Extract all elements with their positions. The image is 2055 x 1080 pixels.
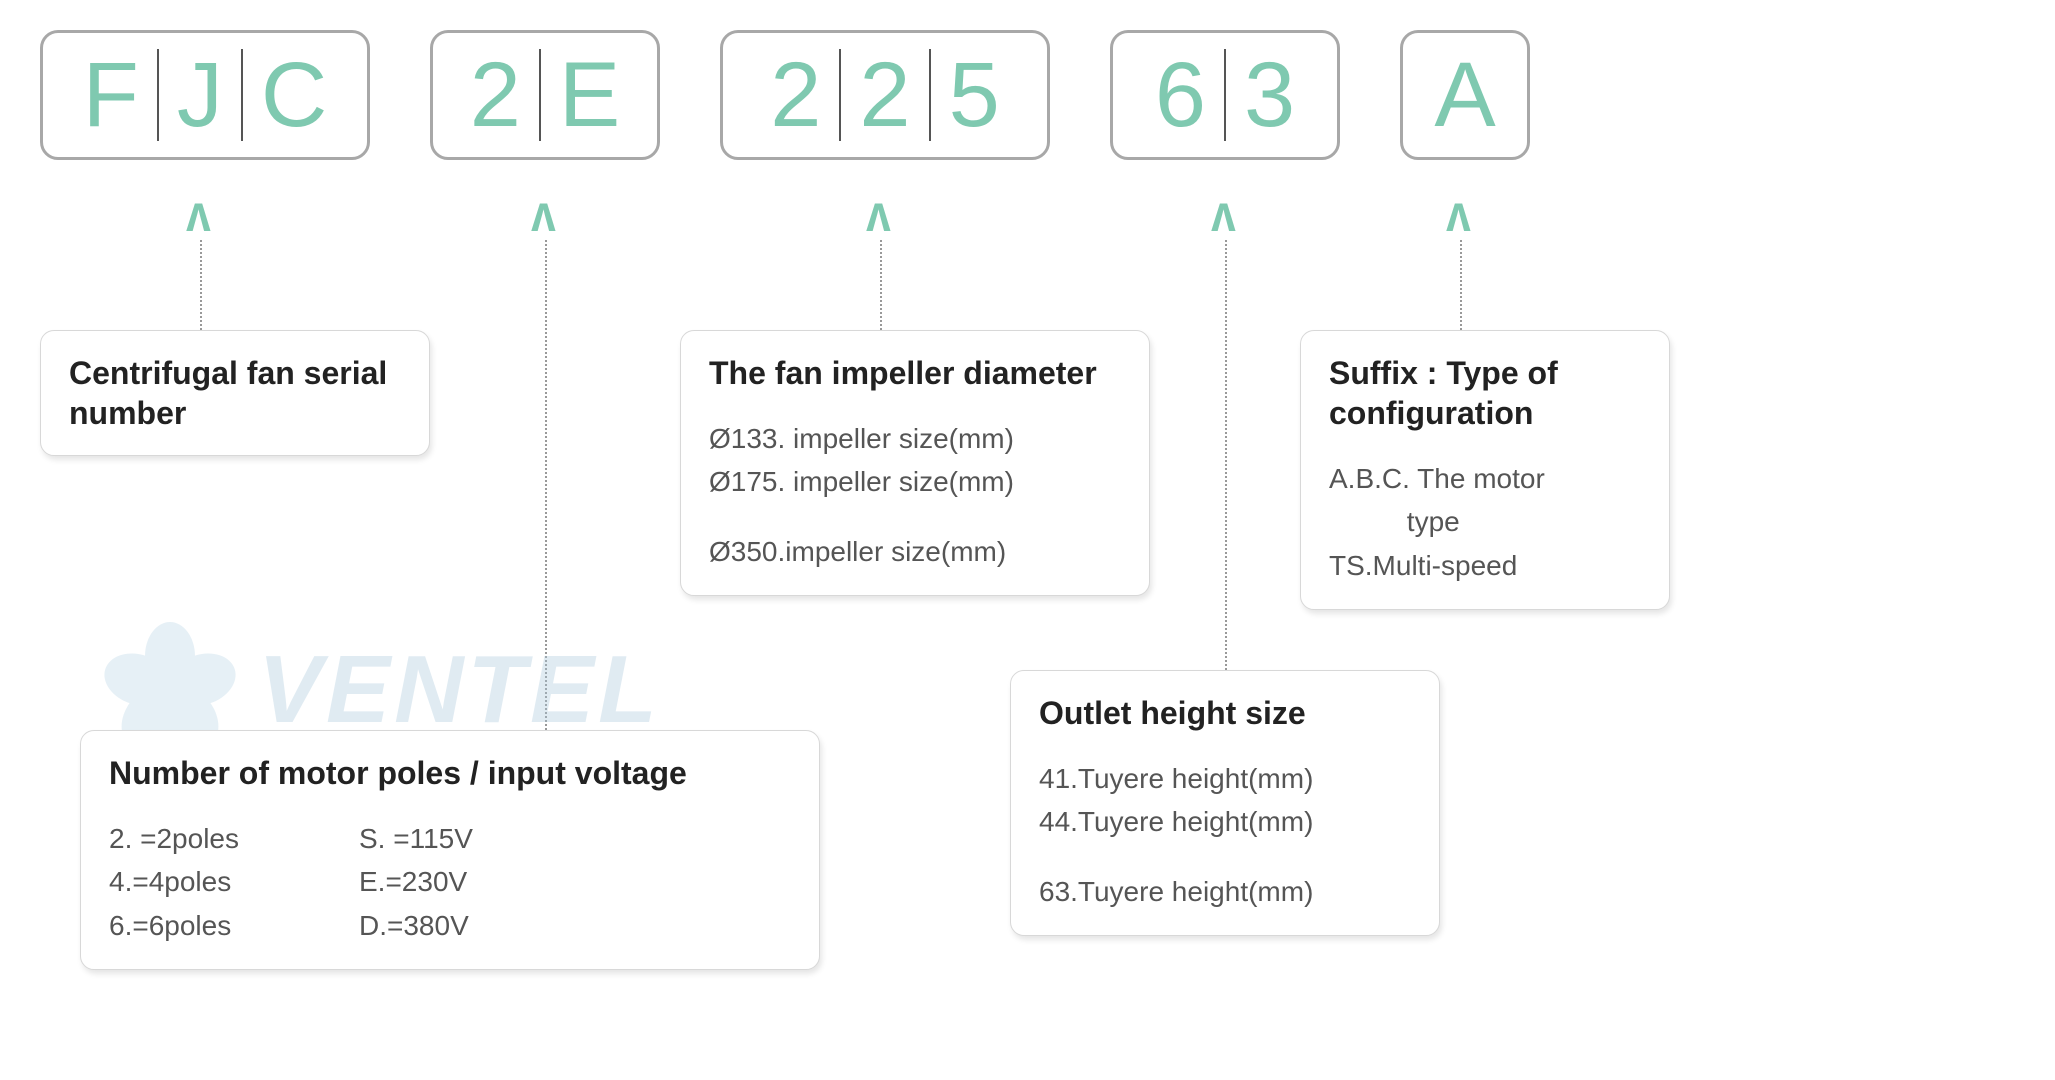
info-title: Number of motor poles / input voltage [109, 753, 791, 793]
info-line: TS.Multi-speed [1329, 544, 1641, 587]
code-char: 2 [452, 49, 539, 141]
info-line: 4.=4poles [109, 860, 239, 903]
info-line: 6.=6poles [109, 904, 239, 947]
info-box-suffix: Suffix : Type of configuration A.B.C. Th… [1300, 330, 1670, 610]
code-group-3: 2 2 5 [720, 30, 1050, 160]
code-char: E [541, 49, 638, 141]
info-title: Centrifugal fan serial number [69, 353, 401, 433]
connector-line [880, 240, 882, 330]
code-char: C [243, 49, 345, 141]
info-line: 41.Tuyere height(mm) [1039, 757, 1411, 800]
info-line: 63.Tuyere height(mm) [1039, 870, 1411, 913]
info-line: S. =115V [359, 817, 473, 860]
code-char: 2 [841, 49, 928, 141]
watermark-text: VENTEL [258, 635, 661, 745]
code-char: J [159, 49, 241, 141]
info-box-outlet: Outlet height size 41.Tuyere height(mm) … [1010, 670, 1440, 936]
code-group-1: F J C [40, 30, 370, 160]
code-group-2: 2 E [430, 30, 660, 160]
info-box-serial: Centrifugal fan serial number [40, 330, 430, 456]
info-line: 2. =2poles [109, 817, 239, 860]
code-group-4: 6 3 [1110, 30, 1340, 160]
arrow-head-icon: ʌ [1211, 188, 1236, 240]
arrow-head-icon: ʌ [186, 188, 211, 240]
connector-line [545, 240, 547, 730]
connector-line [200, 240, 202, 330]
code-char: 5 [931, 49, 1018, 141]
code-char: 2 [752, 49, 839, 141]
info-line: E.=230V [359, 860, 473, 903]
info-title: Suffix : Type of configuration [1329, 353, 1641, 433]
arrow-head-icon: ʌ [1446, 188, 1471, 240]
code-char: 6 [1137, 49, 1224, 141]
connector-line [1460, 240, 1462, 330]
arrow-head-icon: ʌ [866, 188, 891, 240]
info-title: Outlet height size [1039, 693, 1411, 733]
arrow-head-icon: ʌ [531, 188, 556, 240]
info-line: D.=380V [359, 904, 473, 947]
info-line: Ø133. impeller size(mm) [709, 417, 1121, 460]
info-title: The fan impeller diameter [709, 353, 1121, 393]
info-box-motor-poles: Number of motor poles / input voltage 2.… [80, 730, 820, 970]
connector-line [1225, 240, 1227, 670]
code-char: F [65, 49, 157, 141]
info-line: Ø350.impeller size(mm) [709, 530, 1121, 573]
info-box-impeller: The fan impeller diameter Ø133. impeller… [680, 330, 1150, 596]
info-line: A.B.C. The motor [1329, 457, 1641, 500]
info-line: Ø175. impeller size(mm) [709, 460, 1121, 503]
info-line: 44.Tuyere height(mm) [1039, 800, 1411, 843]
info-line: type [1329, 500, 1641, 543]
code-char: A [1416, 49, 1513, 141]
code-char: 3 [1226, 49, 1313, 141]
code-group-5: A [1400, 30, 1530, 160]
